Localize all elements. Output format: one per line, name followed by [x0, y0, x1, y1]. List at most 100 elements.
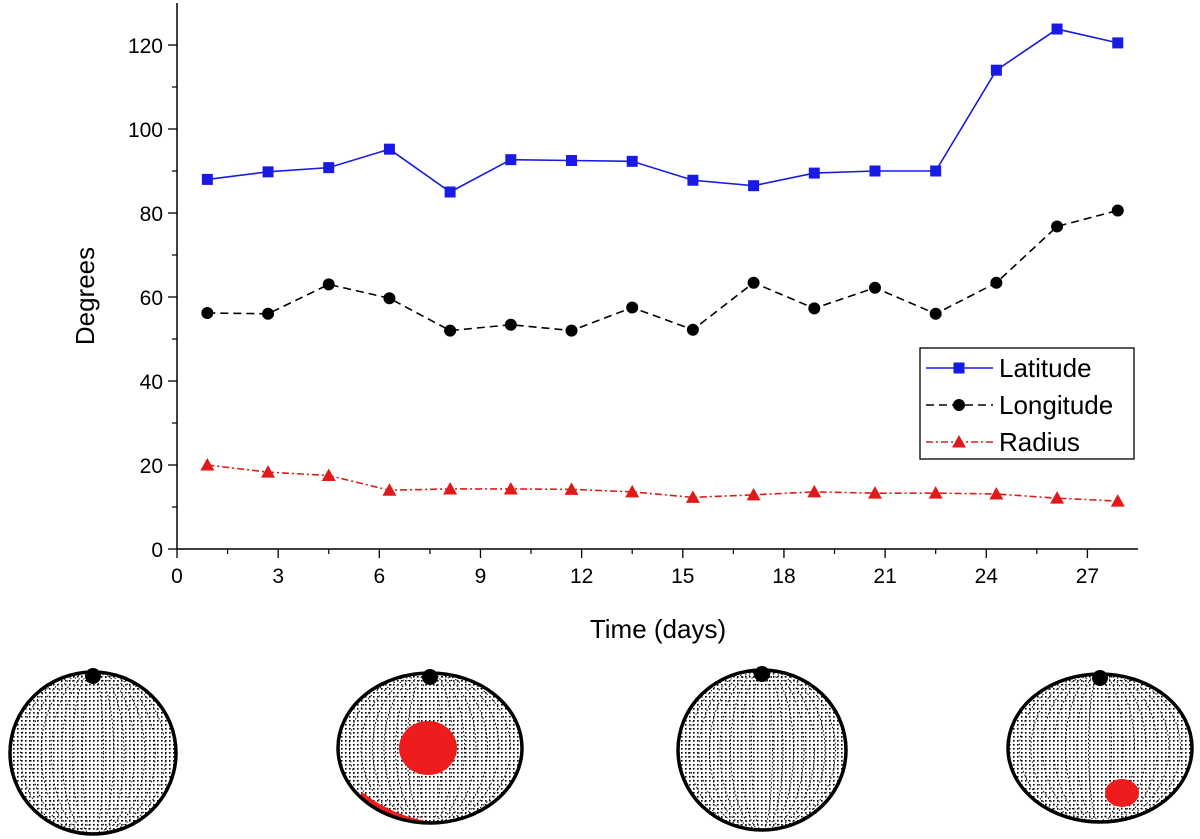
sphere-surface — [1008, 674, 1192, 822]
radius-point — [564, 482, 579, 495]
meridian — [719, 670, 805, 830]
radius-point — [989, 486, 1004, 500]
latitude-line — [207, 28, 1118, 193]
radius-point — [321, 468, 336, 481]
red-spot-lower-right — [1105, 779, 1139, 807]
x-tick-label: 12 — [570, 565, 593, 588]
meridian — [20, 672, 166, 834]
latitude-point — [808, 167, 820, 179]
series-layer — [200, 23, 1125, 507]
longitude-point — [565, 324, 578, 337]
longitude-point — [262, 307, 275, 320]
y-tick-label: 20 — [140, 455, 163, 478]
latitude-point — [990, 64, 1002, 76]
radius-point — [200, 458, 215, 471]
y-tick-label: 0 — [151, 539, 163, 562]
radius-line — [207, 464, 1118, 502]
meridian — [1030, 674, 1170, 822]
sphere-mesh — [10, 672, 176, 834]
longitude-point — [383, 292, 396, 305]
longitude-line — [207, 209, 1118, 332]
radius-point — [685, 490, 700, 503]
legend: Latitude Longitude Radius — [919, 347, 1135, 460]
longitude-point — [808, 302, 821, 315]
y-tick-label: 120 — [128, 35, 163, 58]
meridian — [30, 672, 156, 834]
latitude-point — [201, 173, 213, 185]
radius-point — [625, 484, 640, 498]
sphere-1 — [8, 668, 178, 836]
longitude-point — [201, 306, 214, 319]
latitude-point — [748, 180, 760, 192]
y-tick-label: 60 — [140, 287, 163, 310]
meridian — [1076, 674, 1124, 822]
latitude-point — [444, 186, 456, 198]
meridian — [61, 672, 125, 834]
sphere-2 — [336, 669, 524, 825]
radius-point — [503, 481, 518, 495]
radius-point — [807, 484, 822, 498]
meridian — [71, 672, 115, 834]
meridian — [698, 670, 826, 830]
radius-point — [382, 483, 397, 496]
radius-point — [928, 486, 943, 499]
meridian — [40, 672, 146, 834]
meridian — [383, 673, 477, 823]
legend-radius-label: Radius — [999, 427, 1080, 457]
x-tick-label: 0 — [171, 565, 183, 588]
sphere-mesh — [1008, 674, 1192, 822]
meridian — [1019, 674, 1181, 822]
legend-latitude-label: Latitude — [999, 353, 1092, 383]
meridian — [1088, 674, 1112, 822]
latitude-point — [1112, 37, 1124, 49]
sphere-pole — [754, 666, 770, 682]
longitude-point — [868, 281, 881, 294]
meridian — [82, 672, 104, 834]
latitude-point — [323, 162, 335, 174]
x-tick-label: 15 — [671, 565, 694, 588]
sphere-pole — [85, 668, 101, 684]
latitude-point — [262, 166, 274, 178]
longitude-point — [747, 276, 760, 289]
y-tick-label: 100 — [128, 119, 163, 142]
longitude-point — [504, 318, 517, 331]
x-tick-label: 18 — [772, 565, 795, 588]
radius-point — [1110, 494, 1125, 507]
meridian — [751, 670, 773, 830]
radius-point — [261, 465, 276, 478]
latitude-point — [383, 143, 395, 155]
longitude-point — [626, 301, 639, 314]
longitude-point — [444, 324, 457, 337]
meridian — [730, 670, 794, 830]
sphere-mesh — [678, 670, 846, 830]
sphere-4 — [1006, 670, 1194, 824]
y-tick-label: 80 — [140, 203, 163, 226]
latitude-point — [687, 174, 699, 186]
meridian — [395, 673, 465, 823]
legend-longitude-marker — [953, 399, 965, 411]
longitude-point — [1051, 220, 1064, 233]
radius-point — [746, 487, 761, 501]
meridian — [740, 670, 784, 830]
legend-radius-marker — [952, 435, 966, 448]
meridian — [372, 673, 488, 823]
x-axis-title: Time (days) — [590, 614, 726, 644]
meridian — [1065, 674, 1135, 822]
x-tick-label: 24 — [975, 565, 999, 588]
sphere-surface — [10, 672, 176, 834]
y-axis-title: Degrees — [70, 247, 100, 345]
latitude-point — [626, 155, 638, 167]
legend-longitude-label: Longitude — [999, 390, 1113, 420]
radius-point — [867, 486, 882, 499]
meridian — [349, 673, 511, 823]
meridian — [1053, 674, 1147, 822]
longitude-point — [929, 307, 942, 320]
y-tick-label: 40 — [140, 371, 163, 394]
longitude-point — [1111, 204, 1124, 217]
meridian — [709, 670, 815, 830]
latitude-point — [1051, 23, 1063, 35]
sphere-surface — [678, 670, 846, 830]
sphere-pole — [422, 669, 438, 685]
longitude-point — [322, 278, 335, 291]
